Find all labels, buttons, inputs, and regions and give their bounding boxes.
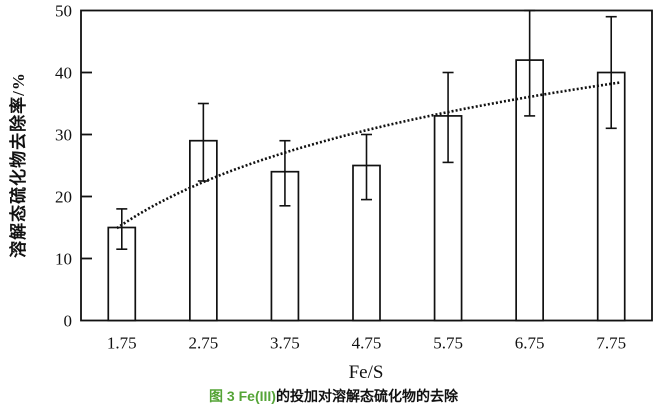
x-axis-tick-labels: 1.75 2.75 3.75 4.75 5.75 6.75 7.75: [107, 334, 626, 353]
x-tick-label: 3.75: [270, 334, 300, 353]
y-tick-label: 30: [55, 126, 72, 145]
error-bars: [116, 9, 617, 250]
y-axis-tick-labels: 0 10 20 30 40 50: [55, 2, 72, 331]
figure-caption-text: 的投加对溶解态硫化物的去除: [275, 388, 458, 404]
x-tick-label: 7.75: [596, 334, 626, 353]
bar: [270, 170, 300, 322]
bar: [433, 115, 463, 322]
y-tick-label: 50: [55, 2, 72, 21]
y-tick-label: 10: [55, 250, 72, 269]
x-tick-label: 5.75: [433, 334, 463, 353]
x-tick-label: 2.75: [188, 334, 218, 353]
x-tick-label: 1.75: [107, 334, 137, 353]
y-axis-title: 溶解态硫化物去除率/%: [8, 72, 28, 258]
y-tick-label: 20: [55, 188, 72, 207]
x-axis-title: Fe/S: [349, 362, 384, 383]
y-axis-ticks: [81, 71, 92, 260]
x-tick-label: 4.75: [352, 334, 382, 353]
y-tick-label: 40: [55, 64, 72, 83]
y-tick-label: 0: [64, 312, 73, 331]
figure-caption: 图 3 Fe(III)的投加对溶解态硫化物的去除: [0, 389, 667, 403]
bar-series: [107, 59, 626, 322]
figure-caption-number: 图 3 Fe(III): [209, 388, 276, 404]
x-tick-label: 6.75: [515, 334, 545, 353]
trendline-dotted-curve: [116, 81, 621, 230]
